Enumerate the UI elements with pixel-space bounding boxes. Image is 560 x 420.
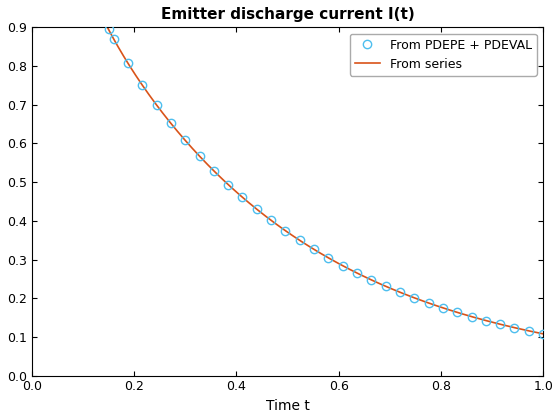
From PDEPE + PDEVAL [139, 83, 146, 88]
From PDEPE + PDEVAL [153, 102, 160, 108]
From PDEPE + PDEVAL [196, 154, 203, 159]
From PDEPE + PDEVAL [396, 290, 403, 295]
From PDEPE + PDEVAL [254, 207, 260, 212]
From series [277, 225, 284, 230]
From PDEPE + PDEVAL [268, 218, 274, 223]
From PDEPE + PDEVAL [239, 195, 246, 200]
From PDEPE + PDEVAL [105, 27, 112, 32]
From series [264, 215, 270, 220]
From PDEPE + PDEVAL [525, 328, 532, 333]
From PDEPE + PDEVAL [124, 60, 131, 66]
X-axis label: Time t: Time t [265, 399, 309, 413]
From PDEPE + PDEVAL [182, 138, 189, 143]
Legend: From PDEPE + PDEVAL, From series: From PDEPE + PDEVAL, From series [350, 34, 537, 76]
From PDEPE + PDEVAL [483, 318, 489, 323]
From PDEPE + PDEVAL [440, 305, 446, 310]
Line: From PDEPE + PDEVAL: From PDEPE + PDEVAL [32, 0, 547, 338]
From PDEPE + PDEVAL [468, 314, 475, 319]
From series [431, 302, 438, 307]
From PDEPE + PDEVAL [296, 238, 303, 243]
From PDEPE + PDEVAL [282, 228, 289, 233]
From series [540, 331, 547, 336]
From PDEPE + PDEVAL [497, 322, 503, 327]
From series [525, 328, 531, 333]
From PDEPE + PDEVAL [411, 295, 418, 300]
From PDEPE + PDEVAL [211, 168, 217, 173]
From PDEPE + PDEVAL [311, 247, 318, 252]
From PDEPE + PDEVAL [511, 325, 518, 330]
Line: From series: From series [32, 0, 543, 334]
From series [525, 328, 531, 333]
From PDEPE + PDEVAL [94, 4, 100, 9]
From PDEPE + PDEVAL [325, 255, 332, 260]
From PDEPE + PDEVAL [339, 263, 346, 268]
Title: Emitter discharge current I(t): Emitter discharge current I(t) [161, 7, 414, 22]
From PDEPE + PDEVAL [540, 331, 547, 336]
From PDEPE + PDEVAL [225, 182, 231, 187]
From PDEPE + PDEVAL [167, 121, 174, 126]
From PDEPE + PDEVAL [110, 36, 117, 41]
From PDEPE + PDEVAL [425, 300, 432, 305]
From PDEPE + PDEVAL [454, 310, 460, 315]
From PDEPE + PDEVAL [354, 270, 361, 276]
From PDEPE + PDEVAL [368, 277, 375, 282]
From PDEPE + PDEVAL [382, 284, 389, 289]
